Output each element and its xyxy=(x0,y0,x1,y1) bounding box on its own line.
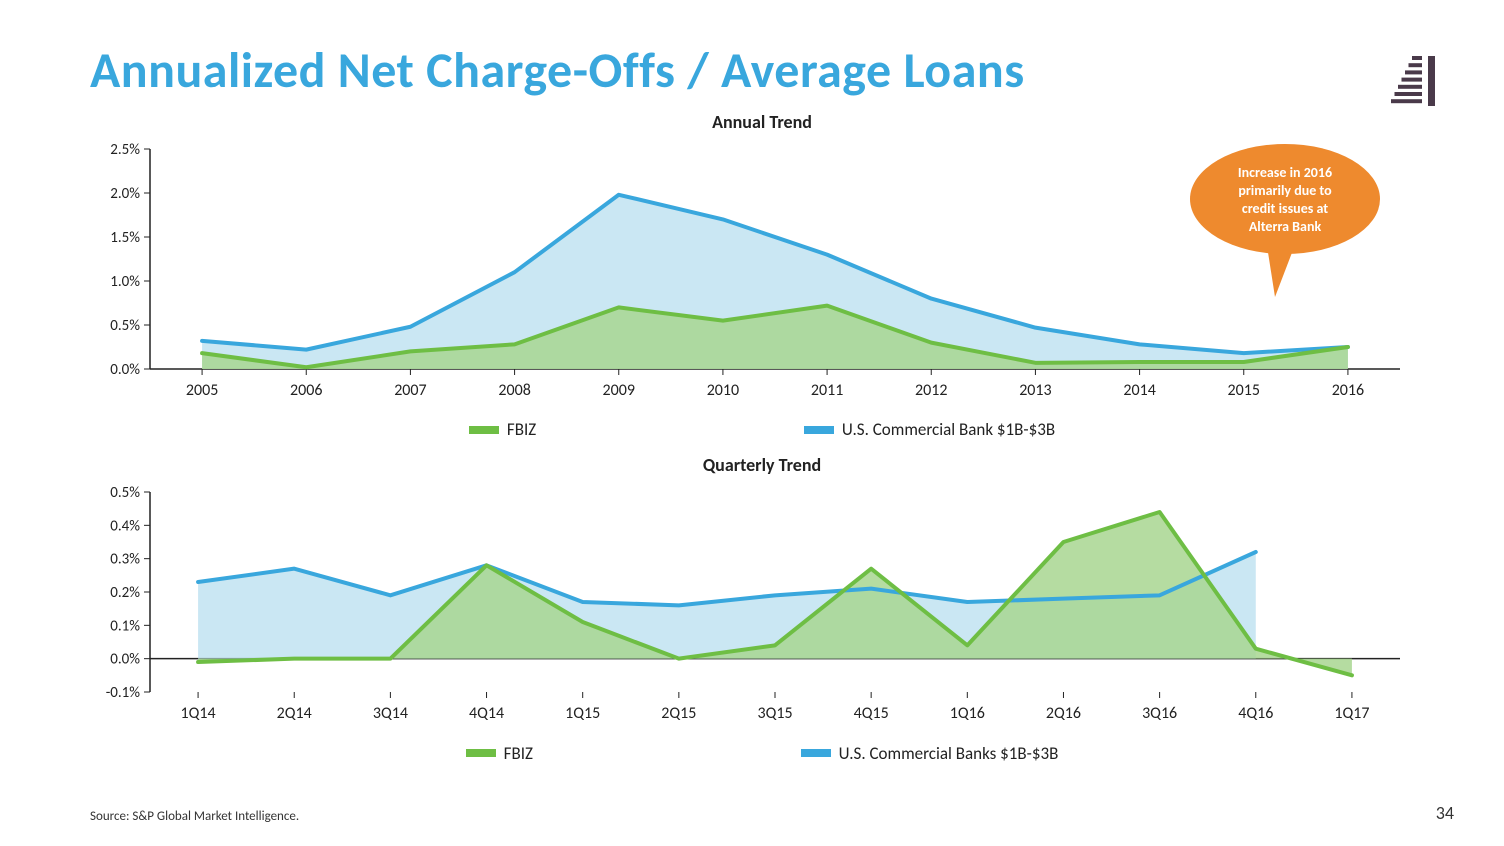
svg-text:1Q14: 1Q14 xyxy=(181,704,216,723)
chart2-title: Quarterly Trend xyxy=(90,454,1434,476)
svg-text:Alterra Bank: Alterra Bank xyxy=(1249,218,1322,235)
legend2-usbank: U.S. Commercial Banks $1B-$3B xyxy=(839,743,1059,764)
page-title: Annualized Net Charge-Offs / Average Loa… xyxy=(90,40,1434,101)
svg-text:2007: 2007 xyxy=(394,381,426,400)
svg-text:2010: 2010 xyxy=(707,381,739,400)
svg-text:3Q14: 3Q14 xyxy=(373,704,408,723)
svg-text:1.5%: 1.5% xyxy=(110,229,140,247)
svg-text:1Q15: 1Q15 xyxy=(565,704,600,723)
source-footnote: Source: S&P Global Market Intelligence. xyxy=(90,809,299,824)
svg-text:2.5%: 2.5% xyxy=(110,141,140,159)
svg-text:0.3%: 0.3% xyxy=(110,551,140,569)
legend-fbiz: FBIZ xyxy=(507,419,536,440)
svg-text:4Q14: 4Q14 xyxy=(469,704,504,723)
svg-text:0.4%: 0.4% xyxy=(110,518,140,536)
company-logo xyxy=(1384,50,1444,115)
svg-text:2006: 2006 xyxy=(290,381,322,400)
svg-text:2008: 2008 xyxy=(498,381,530,400)
svg-text:2.0%: 2.0% xyxy=(110,185,140,203)
svg-text:2Q14: 2Q14 xyxy=(277,704,312,723)
svg-text:0.1%: 0.1% xyxy=(110,618,140,636)
svg-text:1Q17: 1Q17 xyxy=(1334,704,1369,723)
svg-text:1.0%: 1.0% xyxy=(110,273,140,291)
svg-text:3Q16: 3Q16 xyxy=(1142,704,1177,723)
slide: Annualized Net Charge-Offs / Average Loa… xyxy=(0,0,1504,846)
svg-text:2005: 2005 xyxy=(186,381,218,400)
svg-text:2012: 2012 xyxy=(915,381,947,400)
svg-text:2011: 2011 xyxy=(811,381,843,400)
svg-text:primarily due to: primarily due to xyxy=(1238,182,1332,199)
svg-text:0.5%: 0.5% xyxy=(110,484,140,502)
chart1-title: Annual Trend xyxy=(90,111,1434,133)
chart1: 0.0% 0.5% 1.0% 1.5% 2.0% 2.5% 2005 2006 2007 2008… xyxy=(90,139,1434,414)
svg-text:Increase in 2016: Increase in 2016 xyxy=(1238,164,1332,181)
svg-text:2014: 2014 xyxy=(1123,381,1155,400)
svg-text:2009: 2009 xyxy=(603,381,635,400)
svg-text:0.0%: 0.0% xyxy=(110,361,140,379)
chart2: -0.1% 0.0% 0.1% 0.2% 0.3% 0.4% 0.5% 1Q14 2Q14 3Q1… xyxy=(90,482,1434,737)
svg-text:4Q16: 4Q16 xyxy=(1238,704,1273,723)
legend2-fbiz: FBIZ xyxy=(504,743,533,764)
svg-text:2015: 2015 xyxy=(1228,381,1260,400)
legend-usbank: U.S. Commercial Bank $1B-$3B xyxy=(842,419,1055,440)
chart2-legend: FBIZ U.S. Commercial Banks $1B-$3B xyxy=(90,741,1434,763)
svg-text:0.0%: 0.0% xyxy=(110,651,140,669)
svg-text:-0.1%: -0.1% xyxy=(106,684,141,702)
svg-text:1Q16: 1Q16 xyxy=(950,704,985,723)
svg-text:3Q15: 3Q15 xyxy=(757,704,792,723)
svg-text:0.5%: 0.5% xyxy=(110,317,140,335)
svg-text:2016: 2016 xyxy=(1332,381,1364,400)
svg-text:2Q16: 2Q16 xyxy=(1046,704,1081,723)
page-number: 34 xyxy=(1436,802,1454,824)
svg-text:2013: 2013 xyxy=(1019,381,1051,400)
svg-text:0.2%: 0.2% xyxy=(110,584,140,602)
chart1-legend: FBIZ U.S. Commercial Bank $1B-$3B xyxy=(90,418,1434,440)
svg-text:2Q15: 2Q15 xyxy=(661,704,696,723)
svg-text:4Q15: 4Q15 xyxy=(854,704,889,723)
svg-text:credit issues at: credit issues at xyxy=(1242,200,1328,217)
